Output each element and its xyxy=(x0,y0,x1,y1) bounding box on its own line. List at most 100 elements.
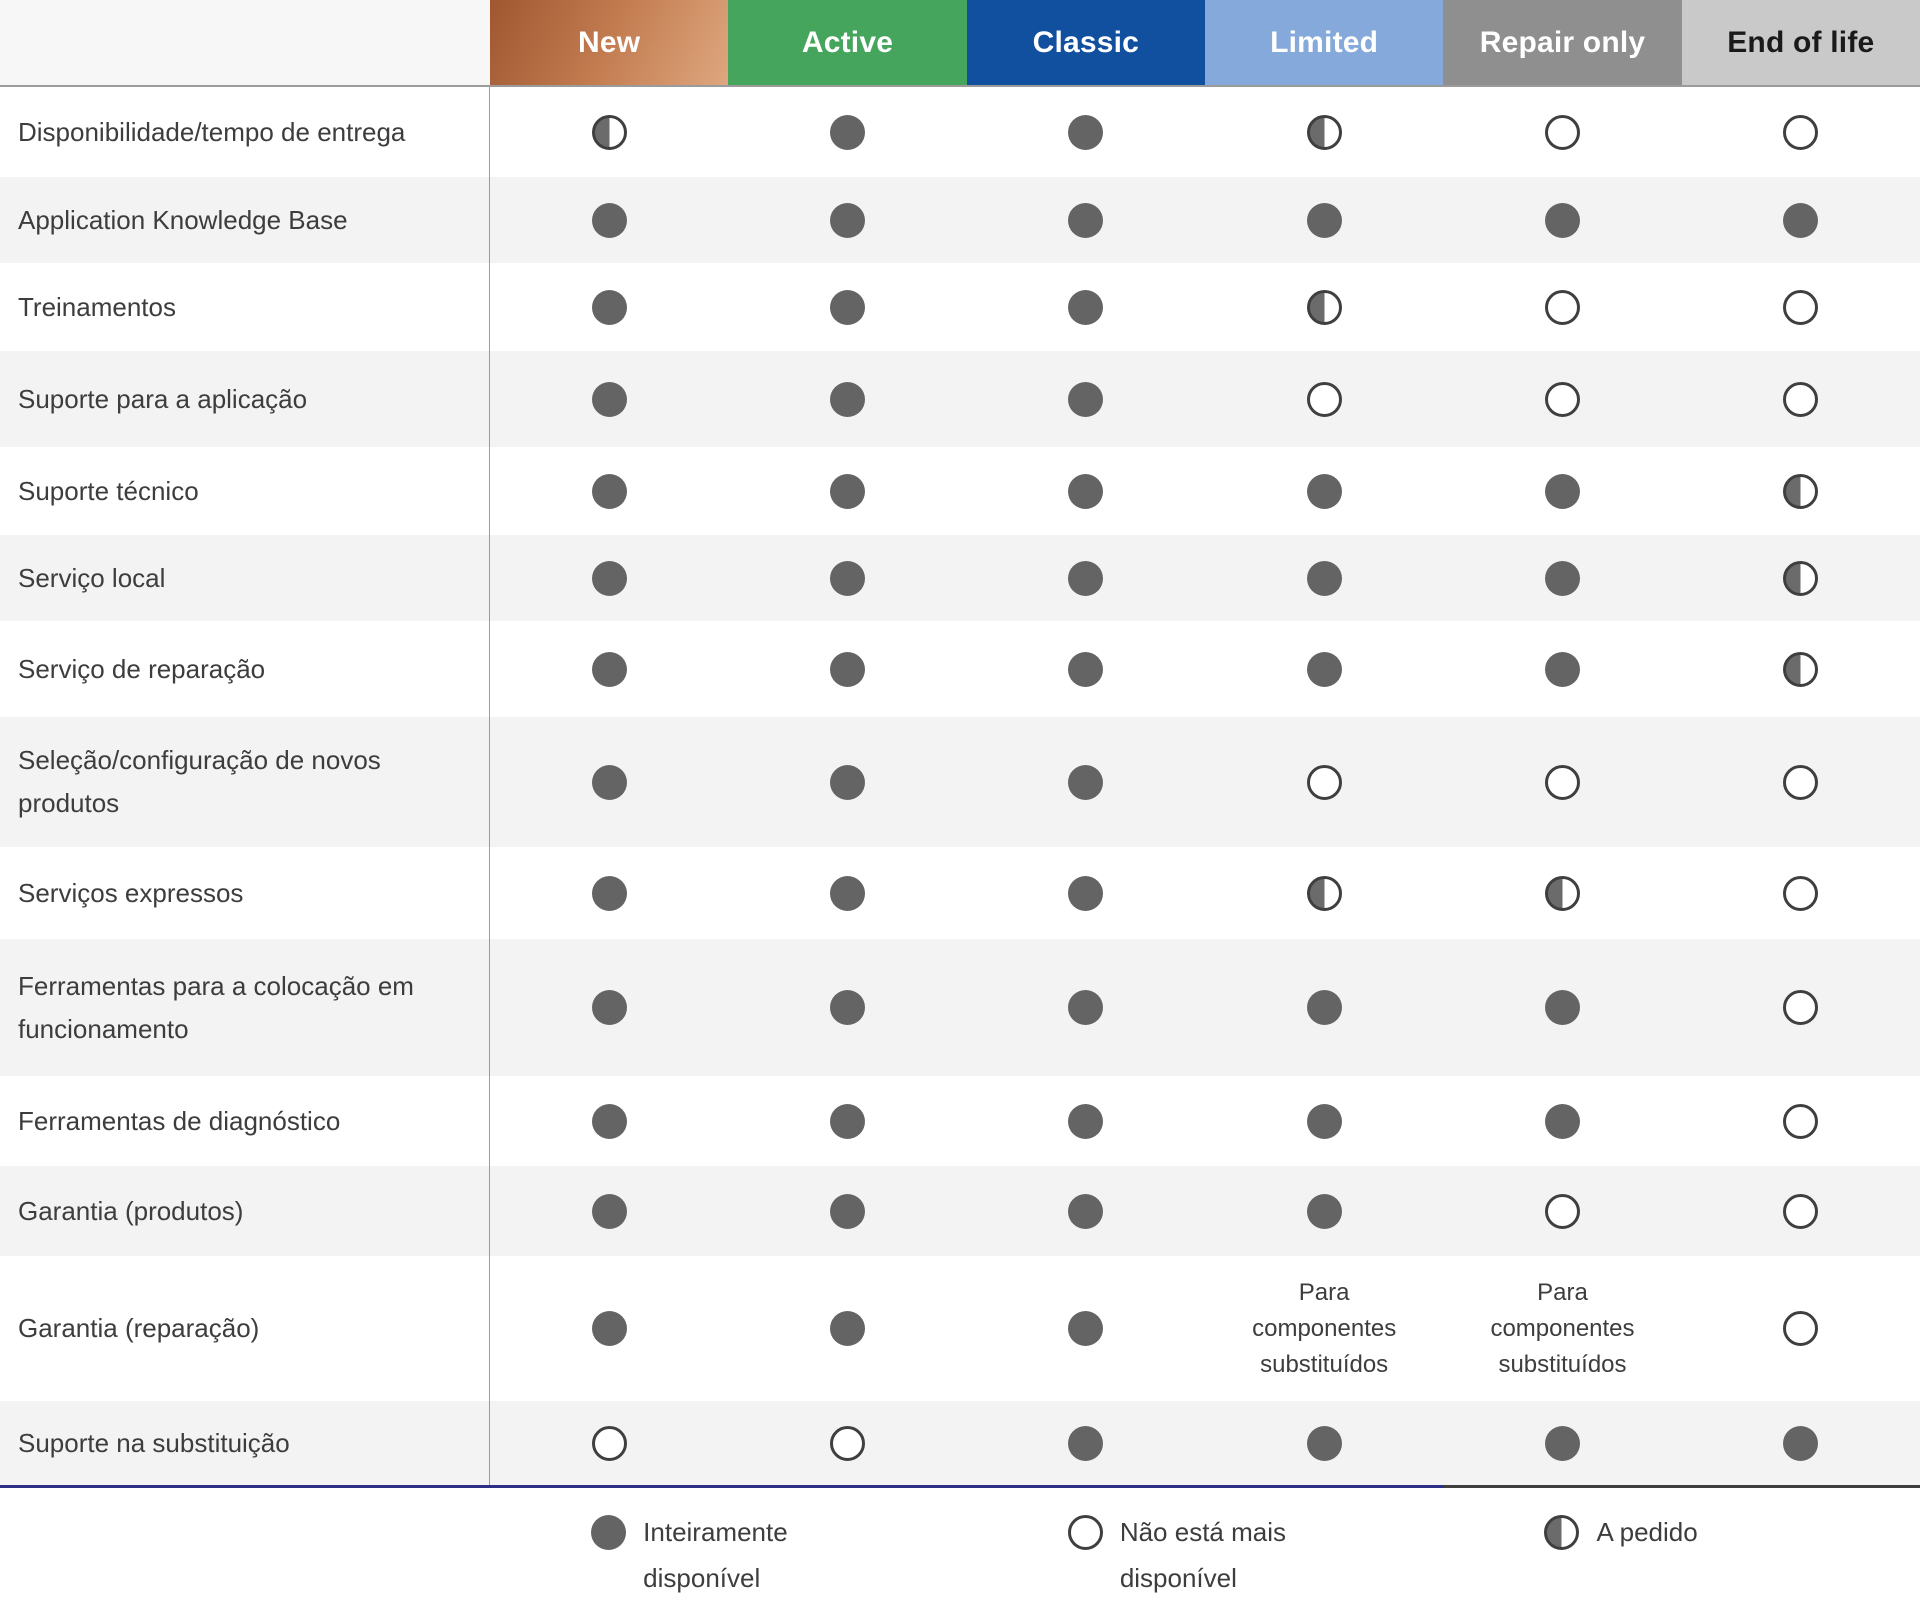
row-label-text: Suporte técnico xyxy=(18,475,199,506)
status-cell xyxy=(1205,990,1443,1025)
row-label: Garantia (produtos) xyxy=(0,1166,490,1256)
status-cell xyxy=(1205,1193,1443,1229)
row-label-text: Ferramentas para a colocação em funciona… xyxy=(18,970,414,1044)
legend-label-line: Não está mais xyxy=(1119,1517,1286,1547)
empty-circle-icon xyxy=(1783,875,1819,911)
header-column-repair-only: Repair only xyxy=(1443,0,1682,85)
full-circle-icon xyxy=(591,651,627,687)
full-circle-icon xyxy=(829,289,865,325)
row-label: Suporte para a aplicação xyxy=(0,351,490,447)
status-cell xyxy=(1682,1103,1920,1139)
empty-circle-icon xyxy=(1783,764,1819,800)
status-cell xyxy=(728,764,966,800)
status-cell xyxy=(1682,875,1920,911)
header-column-new: New xyxy=(490,0,729,85)
status-cell xyxy=(490,560,728,596)
empty-circle-icon xyxy=(1783,114,1819,150)
status-cell xyxy=(728,381,966,417)
half-circle-icon xyxy=(1783,651,1819,687)
status-cell xyxy=(1682,1193,1920,1229)
row-label: Serviços expressos xyxy=(0,847,490,939)
status-cell xyxy=(1443,1425,1681,1461)
status-cell xyxy=(1682,289,1920,325)
legend-empty-circle-icon xyxy=(1067,1515,1103,1550)
legend-label: Inteiramente disponível xyxy=(643,1510,788,1601)
full-circle-icon xyxy=(1544,560,1580,596)
table-row: Ferramentas de diagnóstico xyxy=(0,1076,1920,1166)
empty-circle-icon xyxy=(1783,1193,1819,1229)
legend-label-line: Inteiramente xyxy=(643,1517,788,1547)
status-cell xyxy=(1682,764,1920,800)
row-label-text: Serviço de reparação xyxy=(18,653,266,684)
status-cell xyxy=(1443,381,1681,417)
status-cell xyxy=(490,114,728,150)
table-row: Disponibilidade/tempo de entrega xyxy=(0,87,1920,177)
table-row: Treinamentos xyxy=(0,263,1920,351)
full-circle-icon xyxy=(829,764,865,800)
status-cell xyxy=(728,1193,966,1229)
full-circle-icon xyxy=(591,875,627,911)
row-label: Disponibilidade/tempo de entrega xyxy=(0,87,490,177)
half-circle-icon xyxy=(1306,289,1342,325)
full-circle-icon xyxy=(591,1193,627,1229)
full-circle-icon xyxy=(591,990,627,1025)
status-cell xyxy=(967,114,1205,150)
status-cell xyxy=(1682,990,1920,1025)
status-cell xyxy=(490,651,728,687)
header-spacer xyxy=(0,0,490,85)
full-circle-icon xyxy=(829,381,865,417)
full-circle-icon xyxy=(1306,1193,1342,1229)
legend-full-circle-icon xyxy=(591,1515,627,1550)
full-circle-icon xyxy=(829,651,865,687)
header-column-active: Active xyxy=(728,0,967,85)
row-label: Treinamentos xyxy=(0,263,490,351)
row-label: Suporte técnico xyxy=(0,447,490,535)
status-cell xyxy=(728,875,966,911)
full-circle-icon xyxy=(1068,1425,1104,1461)
table-body: Disponibilidade/tempo de entrega Applicat… xyxy=(0,87,1920,1485)
table-header-row: New Active Classic Limited Repair only End of… xyxy=(0,0,1920,87)
full-circle-icon xyxy=(591,1103,627,1139)
row-label: Serviço local xyxy=(0,535,490,621)
row-label-text: Treinamentos xyxy=(18,291,176,322)
status-cell xyxy=(967,289,1205,325)
status-cell xyxy=(967,1425,1205,1461)
status-cell xyxy=(1205,381,1443,417)
row-label: Garantia (reparação) xyxy=(0,1256,490,1401)
full-circle-icon xyxy=(591,289,627,325)
status-cell xyxy=(1205,764,1443,800)
full-circle-icon xyxy=(1068,202,1104,238)
full-circle-icon xyxy=(1544,202,1580,238)
status-cell xyxy=(1205,875,1443,911)
full-circle-icon xyxy=(1068,289,1104,325)
status-cell xyxy=(1205,1425,1443,1461)
status-cell xyxy=(728,1425,966,1461)
full-circle-icon xyxy=(1068,473,1104,509)
row-label: Suporte na substituição xyxy=(0,1401,490,1485)
status-cell xyxy=(1205,114,1443,150)
empty-circle-icon xyxy=(1544,1193,1580,1229)
status-cell xyxy=(1682,473,1920,509)
half-circle-icon xyxy=(1783,473,1819,509)
legend-item: Não está mais disponível xyxy=(1067,1510,1286,1601)
status-cell xyxy=(967,202,1205,238)
full-circle-icon xyxy=(1068,1311,1104,1346)
legend-label-line: disponível xyxy=(643,1562,761,1593)
status-cell xyxy=(728,1103,966,1139)
row-label-text: Disponibilidade/tempo de entrega xyxy=(18,116,406,147)
table-row: Serviço local xyxy=(0,535,1920,621)
status-cell xyxy=(728,289,966,325)
status-cell xyxy=(1443,202,1681,238)
status-cell: Para componentes substituídos xyxy=(1443,1275,1681,1383)
full-circle-icon xyxy=(1068,1103,1104,1139)
row-label: Seleção/configuração de novos produtos xyxy=(0,717,490,847)
status-cell: Para componentes substituídos xyxy=(1205,1275,1443,1383)
status-cell xyxy=(967,1311,1205,1346)
status-cell xyxy=(1682,560,1920,596)
status-cell xyxy=(967,560,1205,596)
empty-circle-icon xyxy=(1783,1103,1819,1139)
row-label-text: Suporte para a aplicação xyxy=(18,383,308,414)
full-circle-icon xyxy=(1306,1103,1342,1139)
status-cell xyxy=(490,1103,728,1139)
empty-circle-icon xyxy=(1306,381,1342,417)
